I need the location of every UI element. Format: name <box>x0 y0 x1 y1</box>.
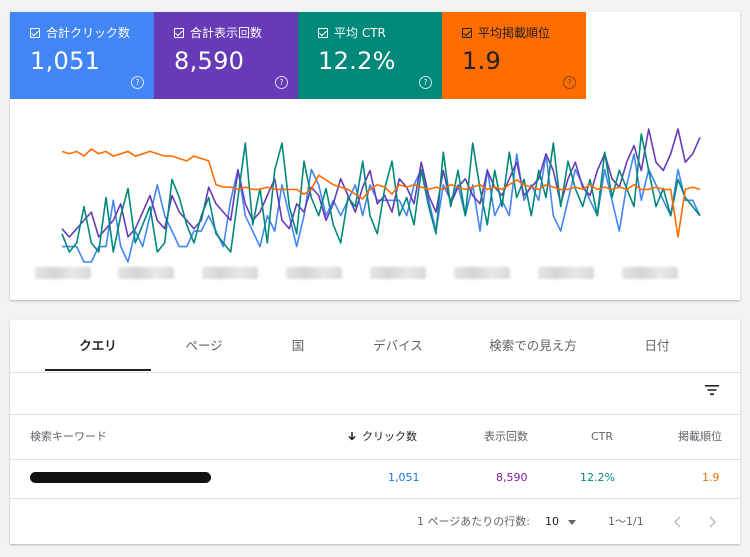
checkbox-checked-icon <box>30 27 40 38</box>
table-row[interactable]: 1,051 8,590 12.2% 1.9 <box>10 458 740 499</box>
page-range: 1〜1/1 <box>608 515 644 528</box>
arrow-down-icon <box>348 432 356 441</box>
chevron-right-icon[interactable] <box>704 514 720 530</box>
dimension-tabs: クエリ ページ 国 デバイス 検索での見え方 日付 <box>10 320 740 373</box>
metric-total-clicks[interactable]: 合計クリック数 1,051 ? <box>10 12 154 99</box>
metric-label: 合計クリック数 <box>46 26 131 40</box>
tab-date[interactable]: 日付 <box>644 338 670 353</box>
filter-icon[interactable] <box>704 382 720 398</box>
pagination: 1 ページあたりの行数: 10 1〜1/1 <box>10 500 740 544</box>
data-table-card: クエリ ページ 国 デバイス 検索での見え方 日付 検索キーワード クリック数 … <box>10 320 740 544</box>
tab-search-appearance[interactable]: 検索での見え方 <box>489 338 577 353</box>
performance-chart-card: 合計クリック数 1,051 ? 合計表示回数 8,590 ? 平均 CTR 12… <box>10 12 740 300</box>
tab-query[interactable]: クエリ <box>79 338 117 353</box>
x-tick-label-redacted <box>286 267 342 279</box>
help-circle-icon[interactable]: ? <box>419 76 432 89</box>
help-circle-icon[interactable]: ? <box>563 76 576 89</box>
series-line-3 <box>61 148 701 238</box>
series-line-1 <box>61 128 701 238</box>
metric-label: 平均 CTR <box>334 26 386 40</box>
metric-label: 合計表示回数 <box>190 26 263 40</box>
active-tab-indicator <box>45 369 151 371</box>
rows-per-page-label: 1 ページあたりの行数: <box>417 515 530 528</box>
x-tick-label-redacted <box>202 267 258 279</box>
help-circle-icon[interactable]: ? <box>275 76 288 89</box>
cell-impressions: 8,590 <box>496 471 528 484</box>
header-impressions[interactable]: 表示回数 <box>484 430 528 443</box>
chevron-left-icon[interactable] <box>670 514 686 530</box>
metric-value: 1,051 <box>30 47 101 75</box>
x-tick-label-redacted <box>118 267 174 279</box>
tab-device[interactable]: デバイス <box>373 338 423 353</box>
metric-label: 平均掲載順位 <box>478 26 551 40</box>
rows-per-page-value[interactable]: 10 <box>545 515 559 528</box>
header-keyword[interactable]: 検索キーワード <box>30 430 107 443</box>
metric-value: 8,590 <box>174 47 245 75</box>
checkbox-checked-icon <box>174 27 184 38</box>
metric-value: 12.2% <box>318 47 396 75</box>
table-header: 検索キーワード クリック数 表示回数 CTR 掲載順位 <box>10 414 740 460</box>
checkbox-checked-icon <box>318 27 328 38</box>
x-tick-label-redacted <box>538 267 594 279</box>
redacted-keyword <box>30 472 211 483</box>
x-tick-label-redacted <box>454 267 510 279</box>
chevron-down-icon[interactable] <box>568 520 576 525</box>
metric-total-impressions[interactable]: 合計表示回数 8,590 ? <box>154 12 298 99</box>
tab-country[interactable]: 国 <box>291 338 305 353</box>
help-circle-icon[interactable]: ? <box>131 76 144 89</box>
checkbox-checked-icon <box>462 27 472 38</box>
x-tick-label-redacted <box>370 267 426 279</box>
cell-ctr: 12.2% <box>580 471 615 484</box>
metric-value: 1.9 <box>462 47 502 75</box>
series-line-2 <box>61 133 701 253</box>
header-ctr[interactable]: CTR <box>591 430 614 443</box>
tab-page[interactable]: ページ <box>185 338 223 353</box>
metric-average-ctr[interactable]: 平均 CTR 12.2% ? <box>298 12 442 99</box>
cell-clicks: 1,051 <box>388 471 420 484</box>
metric-average-position[interactable]: 平均掲載順位 1.9 ? <box>442 12 586 99</box>
x-tick-label-redacted <box>35 267 91 279</box>
header-position[interactable]: 掲載順位 <box>678 430 722 443</box>
cell-position: 1.9 <box>702 471 720 484</box>
line-chart <box>61 128 701 263</box>
x-tick-label-redacted <box>622 267 678 279</box>
header-clicks[interactable]: クリック数 <box>347 415 417 459</box>
metric-tiles: 合計クリック数 1,051 ? 合計表示回数 8,590 ? 平均 CTR 12… <box>10 12 586 99</box>
header-clicks-label: クリック数 <box>362 430 417 443</box>
